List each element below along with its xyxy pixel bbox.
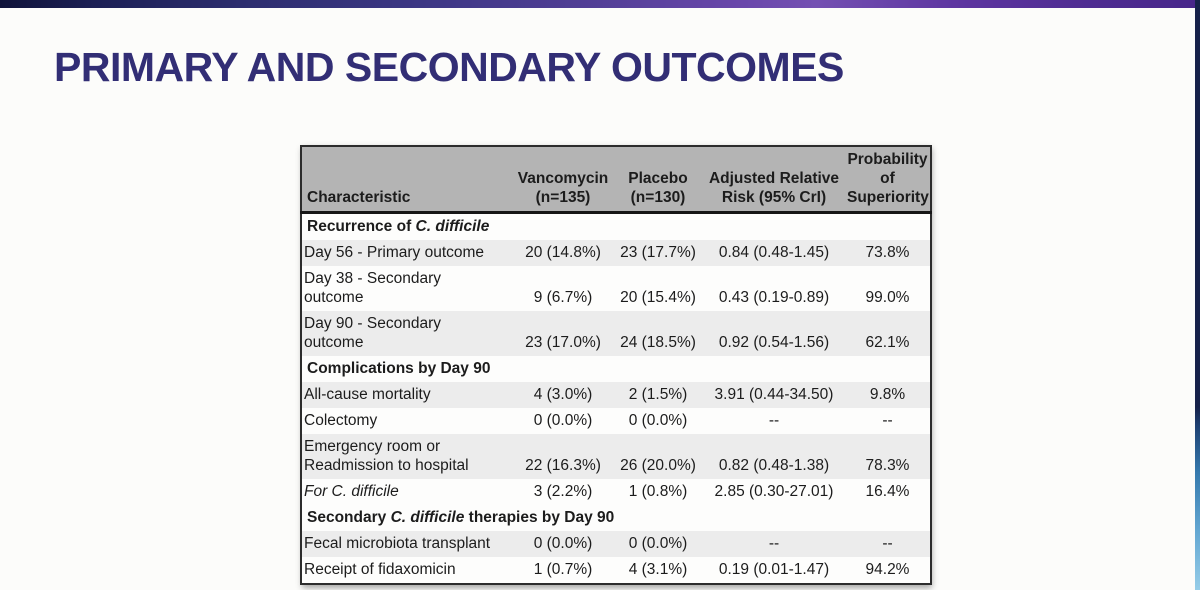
section-row-recurrence: Recurrence of C. difficile	[301, 213, 931, 241]
table-header-row: Characteristic Vancomycin (n=135) Placeb…	[301, 146, 931, 214]
table-row: Day 38 - Secondary outcome 9 (6.7%) 20 (…	[301, 266, 931, 311]
cell-placebo: 2 (1.5%)	[628, 386, 688, 403]
header-characteristic: Characteristic	[301, 146, 513, 214]
cell-placebo: 1 (0.8%)	[628, 483, 688, 500]
cell-vancomycin: 0 (0.0%)	[533, 535, 593, 552]
section-label-text: Recurrence of	[307, 218, 416, 235]
cell-characteristic: Colectomy	[304, 412, 378, 429]
section-row-complications: Complications by Day 90	[301, 356, 931, 382]
cell-probability: 78.3%	[865, 457, 910, 474]
outcomes-table: Characteristic Vancomycin (n=135) Placeb…	[300, 145, 932, 585]
cell-vancomycin: 9 (6.7%)	[533, 289, 593, 306]
cell-characteristic: Fecal microbiota transplant	[304, 535, 491, 552]
cell-placebo: 0 (0.0%)	[628, 412, 688, 429]
table-row: Emergency room or Readmission to hospita…	[301, 434, 931, 479]
cell-probability: 94.2%	[865, 561, 910, 578]
table-row: Day 90 - Secondary outcome 23 (17.0%) 24…	[301, 311, 931, 356]
cell-adjusted-relative-risk: 0.19 (0.01-1.47)	[718, 561, 830, 578]
section-label-text: Secondary	[307, 509, 391, 526]
slide-title: PRIMARY AND SECONDARY OUTCOMES	[54, 44, 844, 90]
section-label: Recurrence of C. difficile	[301, 213, 931, 241]
cell-adjusted-relative-risk: --	[768, 535, 780, 552]
cell-adjusted-relative-risk: 0.84 (0.48-1.45)	[718, 244, 830, 261]
header-vancomycin: Vancomycin (n=135)	[513, 146, 613, 214]
section-row-secondary-therapies: Secondary C. difficile therapies by Day …	[301, 505, 931, 531]
cell-characteristic: Emergency room or Readmission to hospita…	[304, 438, 469, 474]
cell-adjusted-relative-risk: 3.91 (0.44-34.50)	[714, 386, 834, 403]
header-probability-of-superiority: Probability of Superiority	[845, 146, 931, 214]
cell-adjusted-relative-risk: 0.43 (0.19-0.89)	[718, 289, 830, 306]
cell-probability: 9.8%	[869, 386, 906, 403]
cell-characteristic: All-cause mortality	[304, 386, 431, 403]
cell-vancomycin: 20 (14.8%)	[525, 244, 601, 261]
section-label-text: Complications by Day 90	[307, 360, 491, 377]
cell-probability: 73.8%	[865, 244, 910, 261]
cell-characteristic: Day 38 - Secondary outcome	[304, 270, 441, 306]
cell-vancomycin: 23 (17.0%)	[525, 334, 601, 351]
section-label-italic: C. difficile	[415, 218, 490, 235]
cell-vancomycin: 3 (2.2%)	[533, 483, 593, 500]
cell-placebo: 20 (15.4%)	[620, 289, 696, 306]
cell-characteristic: Receipt of fidaxomicin	[304, 561, 456, 578]
cell-adjusted-relative-risk: --	[768, 412, 780, 429]
table-row: Receipt of fidaxomicin 1 (0.7%) 4 (3.1%)…	[301, 557, 931, 584]
top-accent-bar	[0, 0, 1200, 8]
header-adjusted-relative-risk: Adjusted Relative Risk (95% CrI)	[703, 146, 845, 214]
cell-placebo: 23 (17.7%)	[620, 244, 696, 261]
cell-probability: 62.1%	[865, 334, 910, 351]
cell-probability: --	[882, 535, 893, 552]
cell-characteristic: Day 90 - Secondary outcome	[304, 315, 441, 351]
section-label-text: therapies by Day 90	[464, 509, 615, 526]
cell-placebo: 4 (3.1%)	[628, 561, 688, 578]
table-row: Colectomy 0 (0.0%) 0 (0.0%) -- --	[301, 408, 931, 434]
cell-adjusted-relative-risk: 0.92 (0.54-1.56)	[718, 334, 830, 351]
section-label-italic: C. difficile	[390, 509, 465, 526]
cell-adjusted-relative-risk: 0.82 (0.48-1.38)	[718, 457, 830, 474]
cell-placebo: 26 (20.0%)	[620, 457, 696, 474]
cell-adjusted-relative-risk: 2.85 (0.30-27.01)	[714, 483, 834, 500]
cell-vancomycin: 4 (3.0%)	[533, 386, 593, 403]
section-label: Secondary C. difficile therapies by Day …	[301, 505, 931, 531]
cell-placebo: 24 (18.5%)	[620, 334, 696, 351]
cell-probability: --	[882, 412, 893, 429]
cell-probability: 99.0%	[865, 289, 910, 306]
table-row: Fecal microbiota transplant 0 (0.0%) 0 (…	[301, 531, 931, 557]
table-row: All-cause mortality 4 (3.0%) 2 (1.5%) 3.…	[301, 382, 931, 408]
cell-probability: 16.4%	[865, 483, 910, 500]
table-row: For C. difficile 3 (2.2%) 1 (0.8%) 2.85 …	[301, 479, 931, 505]
outcomes-table-container: Characteristic Vancomycin (n=135) Placeb…	[300, 145, 932, 585]
cell-vancomycin: 0 (0.0%)	[533, 412, 593, 429]
header-placebo: Placebo (n=130)	[613, 146, 703, 214]
right-accent-bar	[1195, 0, 1200, 590]
cell-characteristic: Day 56 - Primary outcome	[304, 244, 485, 261]
cell-characteristic: For C. difficile	[304, 483, 399, 500]
section-label: Complications by Day 90	[301, 356, 931, 382]
cell-placebo: 0 (0.0%)	[628, 535, 688, 552]
cell-vancomycin: 22 (16.3%)	[525, 457, 601, 474]
cell-vancomycin: 1 (0.7%)	[533, 561, 593, 578]
table-row: Day 56 - Primary outcome 20 (14.8%) 23 (…	[301, 240, 931, 266]
